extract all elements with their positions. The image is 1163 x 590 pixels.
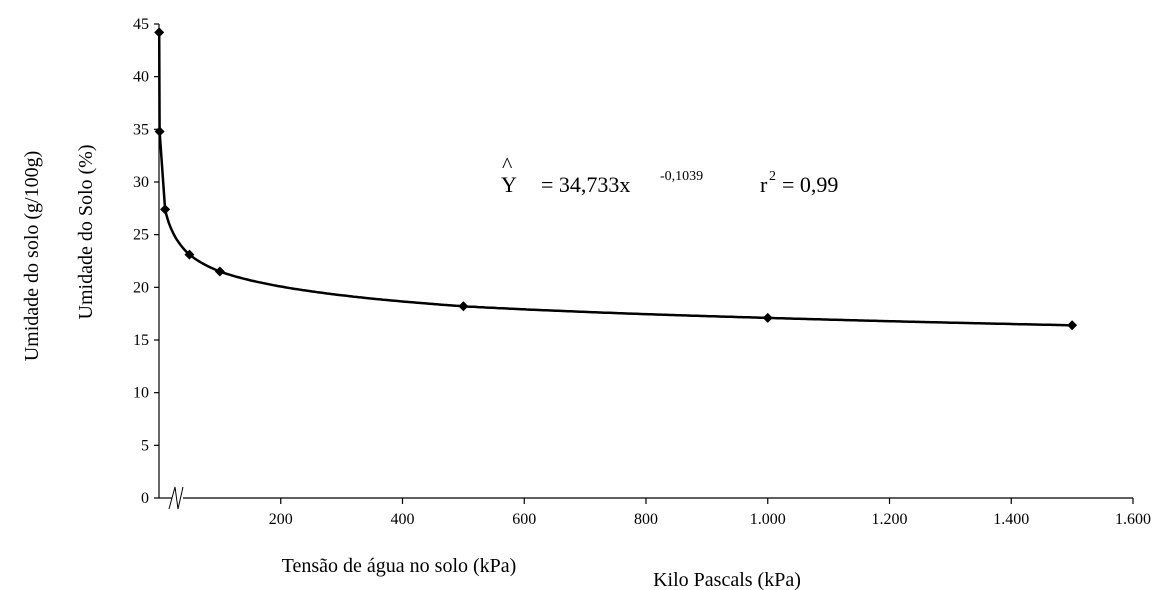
data-point [214, 266, 225, 277]
equation-y: Y [501, 172, 517, 197]
r2-prefix: r [760, 172, 768, 197]
data-point [458, 301, 469, 312]
equation-body: = 34,733x [541, 172, 630, 197]
equation-y-hat: ^ [502, 152, 513, 177]
y-axis-title: Umidade do Solo (%) [75, 145, 97, 320]
y-tick-label: 20 [133, 279, 149, 296]
y-tick-label: 30 [133, 174, 149, 191]
data-point [184, 249, 195, 260]
y-tick-label: 45 [133, 16, 149, 33]
y-axis: 0 5 10 15 20 25 30 35 40 45 [133, 16, 160, 507]
fit-curve [157, 32, 1074, 327]
equation-exponent: -0,1039 [660, 169, 703, 184]
y-tick-label: 10 [133, 385, 149, 402]
data-point [1067, 320, 1078, 331]
y-tick-label: 35 [133, 121, 149, 138]
x-tick-label: 600 [512, 511, 536, 528]
y-tick-label: 15 [133, 332, 149, 349]
y-tick-label: 0 [141, 490, 149, 507]
x-tick-label: 1.200 [872, 511, 908, 528]
x-axis-title: Kilo Pascals (kPa) [653, 569, 801, 590]
data-point [154, 27, 165, 38]
y-axis-title-overlay: Umidade do solo (g/100g) [21, 151, 43, 362]
data-point [160, 204, 171, 215]
x-ticks: 200 400 600 800 1.000 1.200 1.400 1.600 [269, 498, 1151, 528]
x-tick-label: 1.000 [750, 511, 786, 528]
x-tick-label: 1.600 [1115, 511, 1151, 528]
data-points [154, 27, 1078, 331]
x-tick-label: 200 [269, 511, 293, 528]
x-tick-label: 400 [391, 511, 415, 528]
equation: ^ Y = 34,733x -0,1039 r 2 = 0,99 [501, 152, 838, 197]
y-tick-label: 25 [133, 227, 149, 244]
x-axis-title-overlay: Tensão de água no solo (kPa) [282, 555, 517, 577]
x-tick-label: 800 [634, 511, 658, 528]
y-tick-label: 40 [133, 69, 149, 86]
y-tick-label: 5 [141, 437, 149, 454]
r2-exponent: 2 [769, 169, 776, 184]
r2-value: = 0,99 [782, 172, 838, 197]
y-ticks: 0 5 10 15 20 25 30 35 40 45 [133, 16, 159, 507]
axis-break-mark [168, 486, 184, 510]
data-point [762, 312, 773, 323]
x-axis: 200 400 600 800 1.000 1.200 1.400 1.600 [159, 486, 1151, 528]
data-point [154, 126, 165, 137]
x-tick-label: 1.400 [993, 511, 1029, 528]
